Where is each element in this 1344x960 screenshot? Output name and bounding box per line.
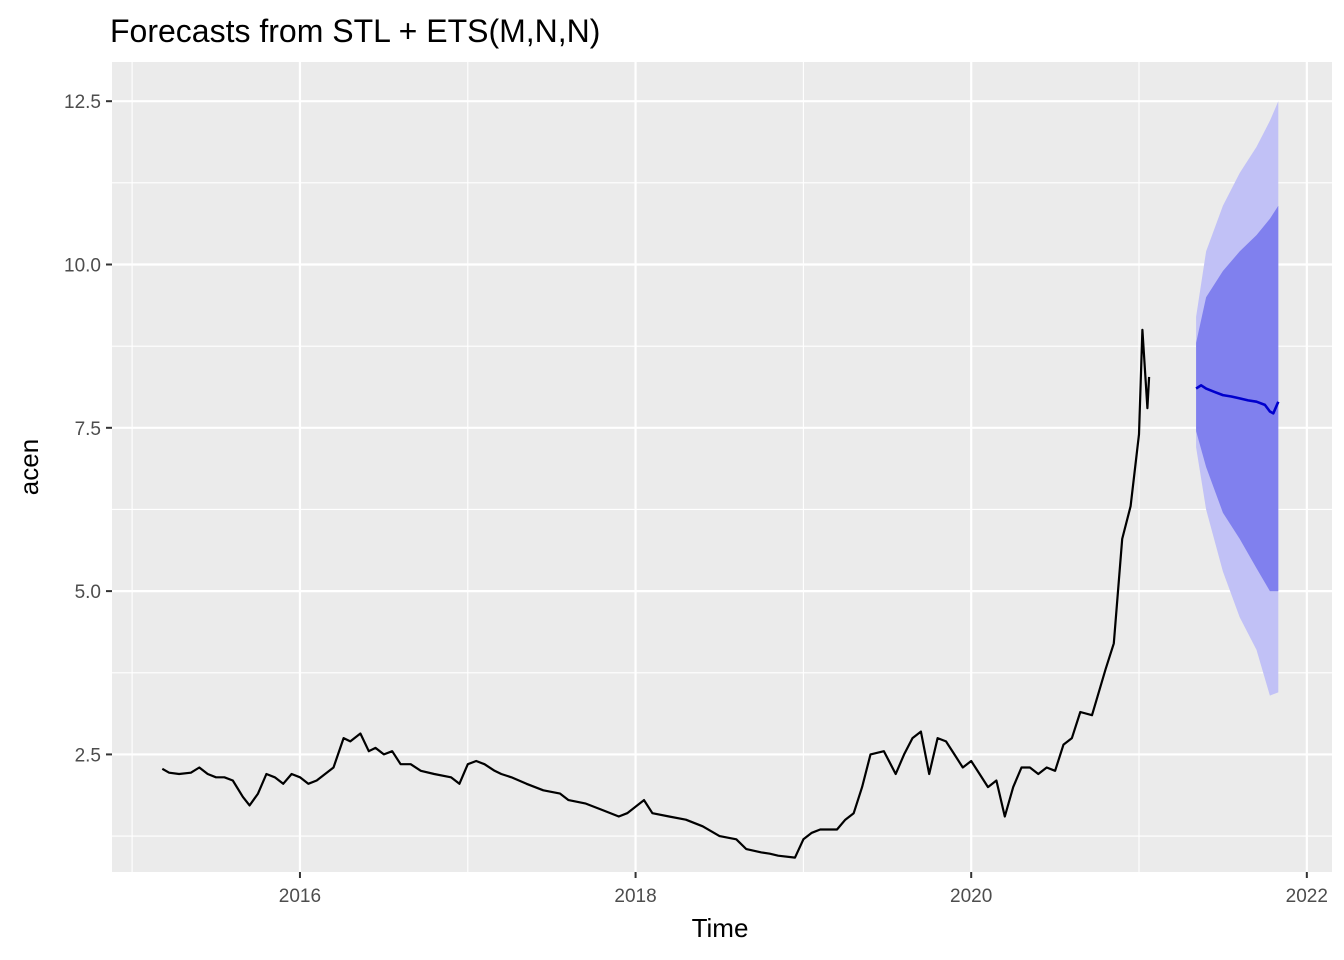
y-axis-title: acen [14,439,44,495]
series-lines [161,328,1280,859]
y-tick-label: 7.5 [75,419,101,440]
x-tick-label: 2016 [279,886,321,907]
chart-title: Forecasts from STL + ETS(M,N,N) [110,13,600,49]
x-tick-label: 2020 [950,886,992,907]
forecast-line [1195,383,1280,415]
history-line [161,328,1151,859]
y-tick-label: 5.0 [75,582,101,603]
y-tick-label: 12.5 [64,92,101,113]
x-tick-label: 2022 [1286,886,1328,907]
plot-panel [112,62,1332,872]
grid-lines [112,62,1332,872]
y-tick-label: 2.5 [75,745,101,766]
x-axis-title: Time [692,913,749,943]
axis-ticks: 2.5 5.0 7.5 10.0 12.5 2016 2018 2020 2022 [64,92,1328,907]
x-tick-label: 2018 [614,886,656,907]
y-tick-label: 10.0 [64,256,101,277]
